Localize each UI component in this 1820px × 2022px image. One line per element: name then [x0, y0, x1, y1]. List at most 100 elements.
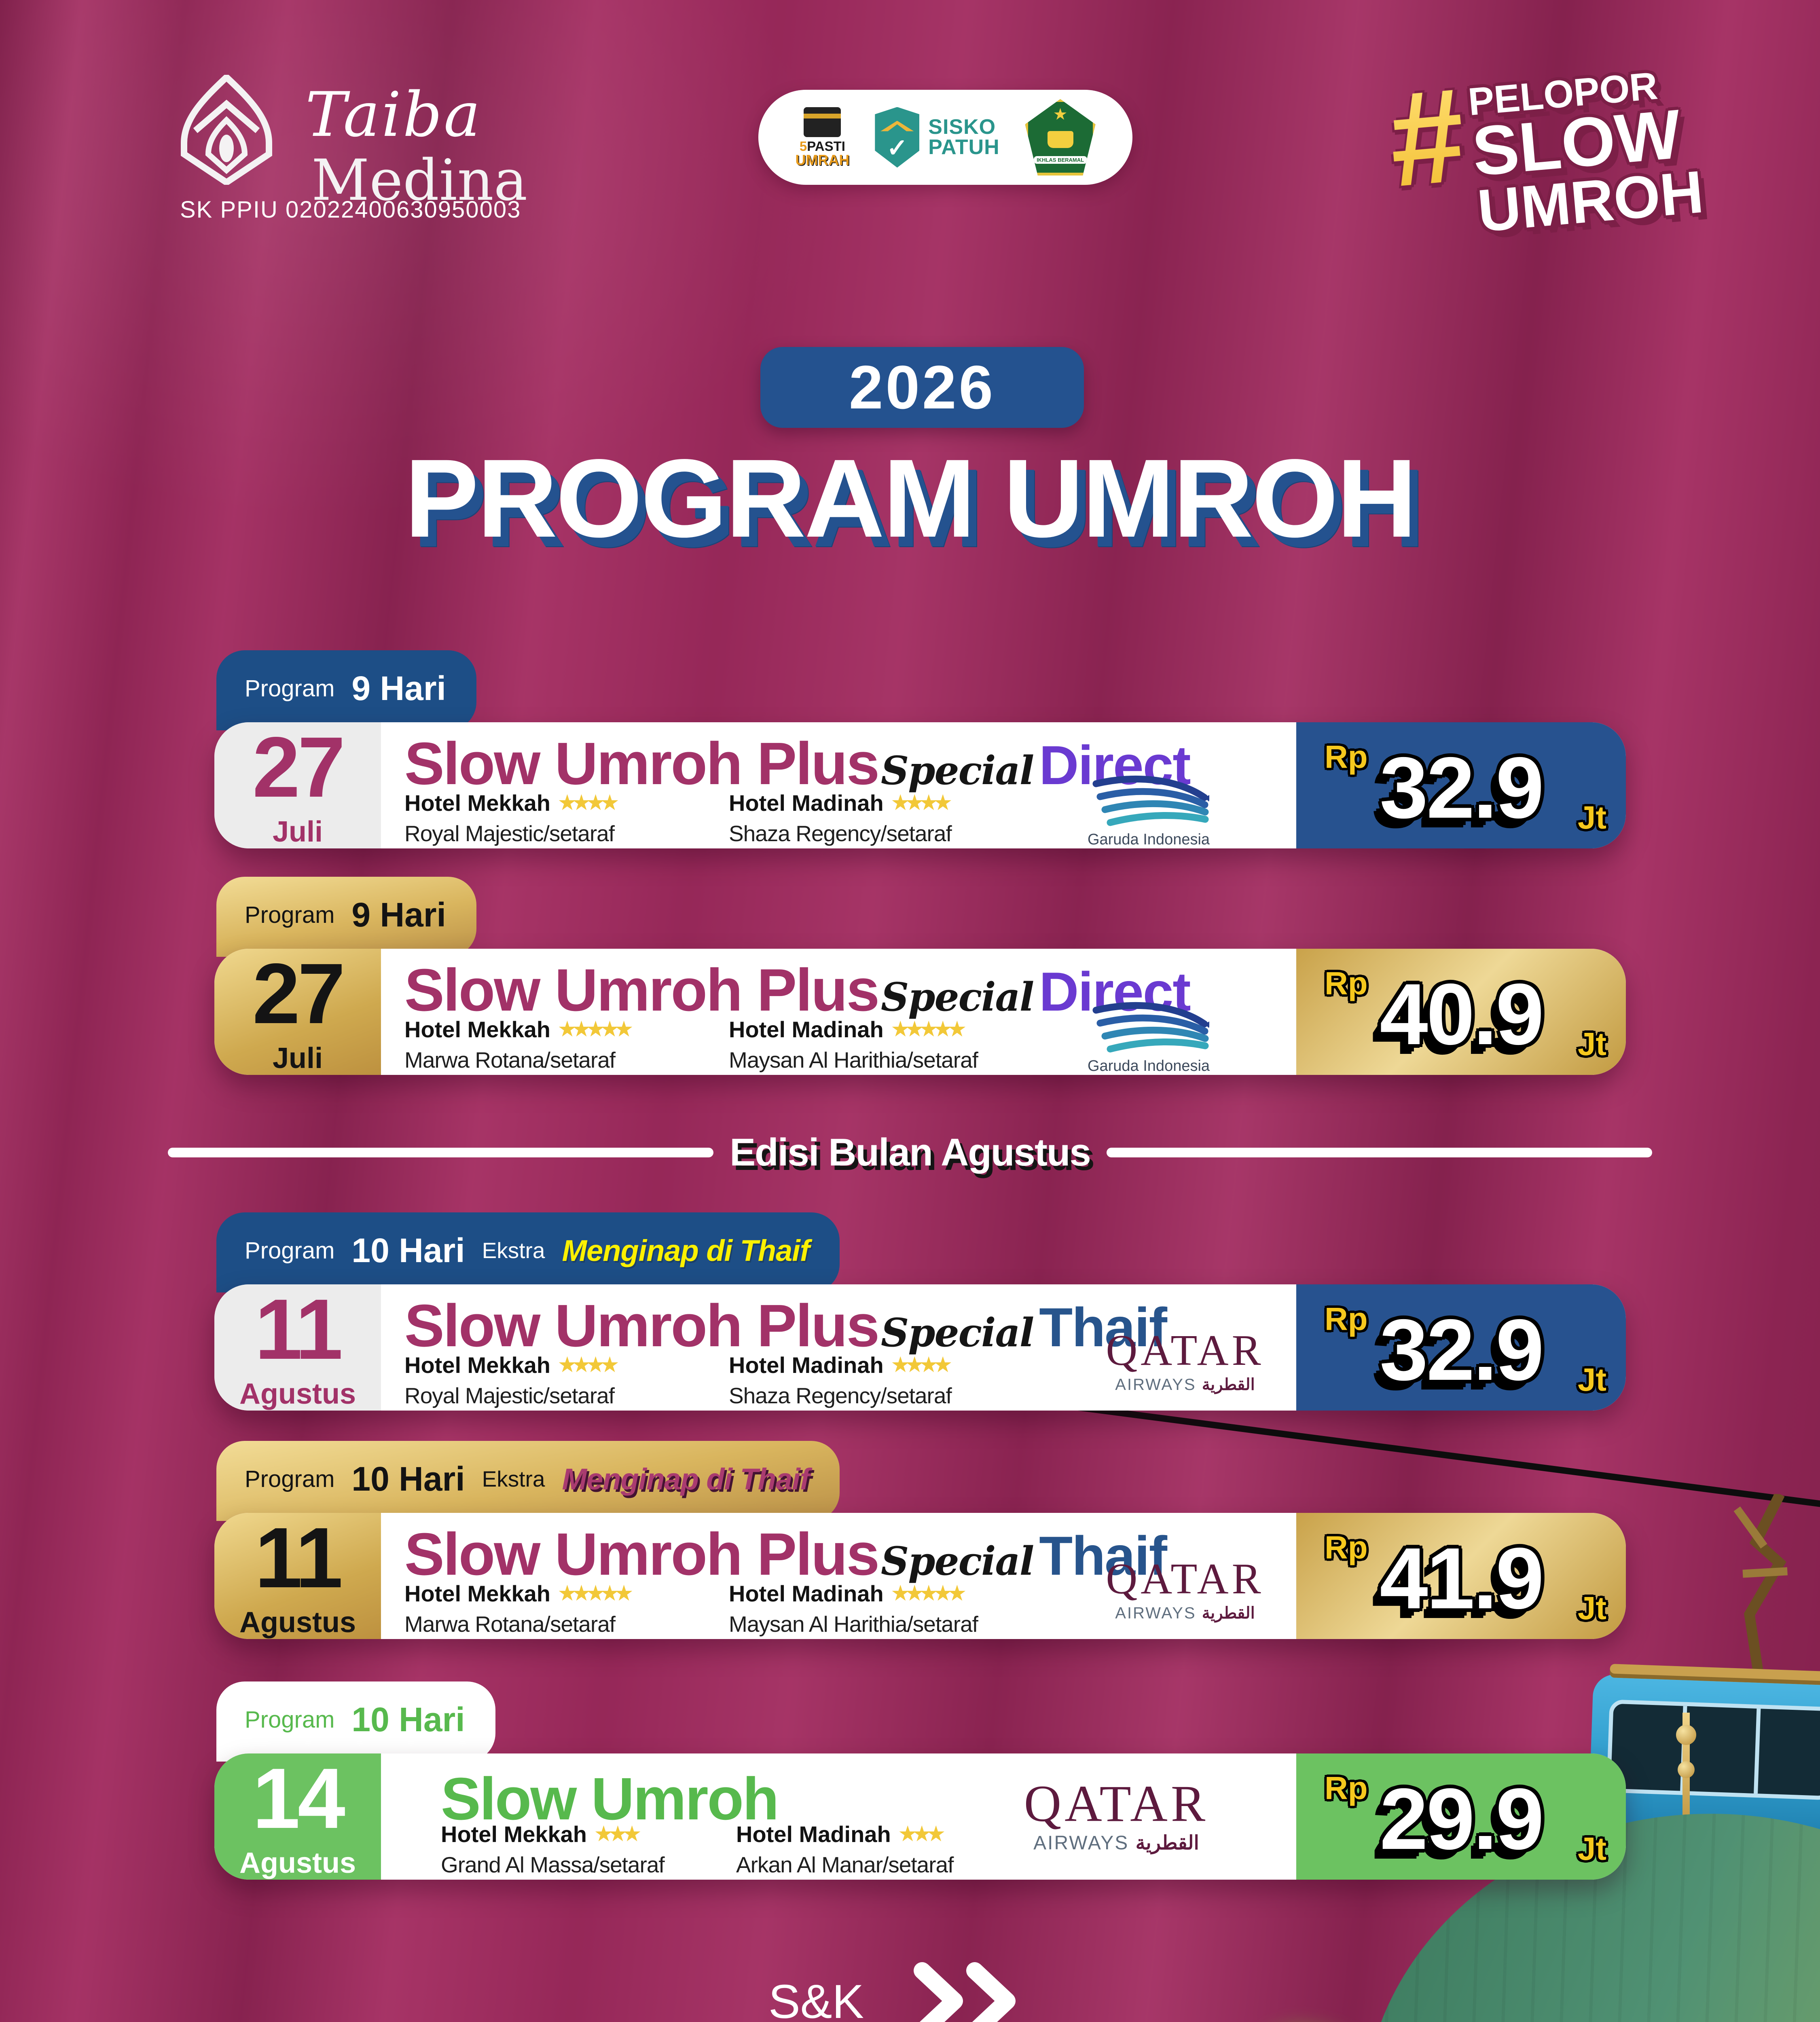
pelopor-slow-umroh-badge: # PELOPOR SLOW UMROH [1383, 54, 1706, 246]
price-panel: Rp 29.9 Jt [1296, 1753, 1626, 1880]
date-month: Agustus [239, 1847, 356, 1879]
hotel-mekkah-block: Hotel Mekkah ★★★★★ Marwa Rotana/setaraf [404, 1017, 633, 1072]
program-card-14-agustus-slow-umroh: Program 10 Hari 14 Agustus Slow Umroh Ho… [214, 1681, 1626, 1880]
program-card-27-juli-plus-4star: Program 9 Hari 27 Juli Slow Umroh Plus S… [214, 650, 1626, 848]
price-unit: Jt [1577, 1362, 1606, 1398]
certification-badges: 5PASTI UMRAH SISKO PATUH ★ IKHLAS BERAMA… [758, 90, 1132, 185]
price-unit: Jt [1577, 1590, 1606, 1626]
program-tab: Program 10 Hari Ekstra Menginap di Thaif [216, 1212, 840, 1292]
special-script: Special [881, 748, 1034, 793]
airline-arabic: القطرية [1202, 1604, 1255, 1622]
cable-car-arm-icon [1733, 1491, 1788, 1681]
airline-name: QATAR [1106, 1555, 1264, 1603]
program-tab: Program 9 Hari [216, 877, 476, 957]
price-currency: Rp [1325, 965, 1368, 1001]
date-panel: 27 Juli [214, 949, 381, 1075]
cable-car [1583, 1491, 1820, 1865]
hotel-city: Hotel Mekkah [404, 1017, 550, 1042]
dome-finial [1676, 1713, 1696, 1846]
price-panel: Rp 32.9 Jt [1296, 1284, 1626, 1411]
airline-sub: AIRWAYS [1115, 1604, 1196, 1622]
special-suffix: Thaif [1039, 1525, 1167, 1586]
date-month: Agustus [239, 1378, 356, 1410]
hotel-city: Hotel Madinah [736, 1821, 891, 1847]
5-pasti-umrah-badge: 5PASTI UMRAH [795, 107, 849, 167]
program-tab: Program 10 Hari [216, 1681, 495, 1762]
hotel-mekkah-block: Hotel Mekkah ★★★★ Royal Majestic/setaraf [404, 790, 618, 846]
duration-label: 10 Hari [351, 1459, 465, 1498]
package-title: Slow Umroh Plus [404, 957, 880, 1024]
kaaba-icon [804, 107, 841, 137]
price-amount: 32.9 [1380, 739, 1544, 836]
price-panel: Rp 32.9 Jt [1296, 722, 1626, 848]
hotel-name: Grand Al Massa/setaraf [441, 1852, 665, 1877]
siskopatuh-badge: SISKO PATUH [875, 107, 999, 168]
star-icon: ★ [1053, 106, 1068, 123]
kemenag-badge: ★ IKHLAS BERAMAL [1025, 99, 1096, 176]
date-month: Agustus [239, 1606, 356, 1639]
star-rating: ★★★★★ [891, 1019, 966, 1040]
date-day: 14 [252, 1753, 345, 1846]
year-badge: 2026 [760, 347, 1084, 428]
duration-label: 9 Hari [351, 895, 446, 934]
hotel-madinah-block: Hotel Madinah ★★★★★ Maysan Al Harithia/se… [729, 1018, 978, 1071]
program-tab: Program 10 Hari Ekstra Menginap di Thaif [216, 1441, 840, 1521]
program-tab: Program 9 Hari [216, 650, 476, 730]
taiba-medina-logo-icon [181, 75, 272, 185]
umrah-label: UMRAH [795, 152, 850, 168]
airline-name: Garuda Indonesia [1087, 831, 1210, 848]
star-rating: ★★★ [595, 1823, 641, 1845]
program-label: Program [245, 675, 335, 702]
airline-name: QATAR [1106, 1326, 1264, 1375]
package-title: Slow Umroh Plus [404, 1292, 880, 1359]
price-currency: Rp [1325, 739, 1368, 775]
airline-arabic: القطرية [1202, 1376, 1255, 1394]
program-card-11-agustus-plus-4star: Program 10 Hari Ekstra Menginap di Thaif… [214, 1212, 1626, 1411]
package-title: Slow Umroh Plus [404, 730, 880, 797]
price-unit: Jt [1577, 1831, 1606, 1867]
star-rating: ★★★★ [891, 1354, 952, 1376]
airline-name: QATAR [1024, 1775, 1209, 1832]
hotel-city: Hotel Mekkah [404, 1352, 550, 1378]
package-title: Slow Umroh [441, 1766, 779, 1832]
special-suffix: Thaif [1039, 1297, 1167, 1358]
price-currency: Rp [1325, 1529, 1368, 1565]
snk-chevrons-icon[interactable] [910, 1961, 1031, 2022]
hotel-name: Shaza Regency/setaraf [729, 821, 952, 846]
qatar-airways-logo: QATAR AIRWAYS القطرية [1015, 1778, 1217, 1853]
hotel-madinah-block: Hotel Madinah ★★★ Arkan Al Manar/setaraf [736, 1821, 954, 1876]
date-day: 11 [254, 1284, 343, 1377]
hotel-name: Royal Majestic/setaraf [404, 821, 615, 846]
price-amount: 29.9 [1380, 1770, 1544, 1868]
date-panel: 11 Agustus [214, 1513, 381, 1639]
program-card-11-agustus-plus-5star: Program 10 Hari Ekstra Menginap di Thaif… [214, 1441, 1626, 1639]
date-month: Juli [272, 816, 323, 848]
special-script: Special [881, 1538, 1034, 1584]
date-panel: 14 Agustus [214, 1753, 381, 1880]
duration-label: 10 Hari [351, 1231, 465, 1269]
cable-car-windows [1606, 1699, 1820, 1800]
hotel-madinah-block: Hotel Madinah ★★★★★ Maysan Al Harithia/se… [729, 1582, 978, 1635]
qatar-airways-logo: QATAR AIRWAYS القطرية [1100, 1329, 1270, 1393]
star-rating: ★★★★ [559, 1354, 618, 1376]
divider-line [168, 1148, 714, 1157]
hotel-name: Royal Majestic/setaraf [404, 1383, 615, 1408]
hotel-city: Hotel Mekkah [404, 790, 550, 816]
price-amount: 32.9 [1380, 1301, 1544, 1398]
kemenag-banner: IKHLAS BERAMAL [1033, 156, 1087, 164]
hotel-madinah-block: Hotel Madinah ★★★★ Shaza Regency/setaraf [729, 792, 952, 845]
price-currency: Rp [1325, 1770, 1368, 1806]
thaif-highlight: Menginap di Thaif [562, 1462, 810, 1496]
siskopatuh-shield-icon [875, 107, 920, 168]
hotel-city: Hotel Madinah [729, 790, 884, 816]
hotel-name: Marwa Rotana/setaraf [404, 1047, 616, 1072]
airline-sub: AIRWAYS [1115, 1376, 1196, 1394]
hotel-city: Hotel Mekkah [441, 1821, 587, 1847]
price-currency: Rp [1325, 1301, 1368, 1337]
sisko-label: SISKO [928, 115, 996, 139]
hotel-mekkah-block: Hotel Mekkah ★★★★★ Marwa Rotana/setaraf [404, 1582, 633, 1635]
hashtag-icon: # [1383, 59, 1473, 246]
date-day: 11 [254, 1513, 343, 1605]
hotel-name: Shaza Regency/setaraf [729, 1383, 952, 1408]
